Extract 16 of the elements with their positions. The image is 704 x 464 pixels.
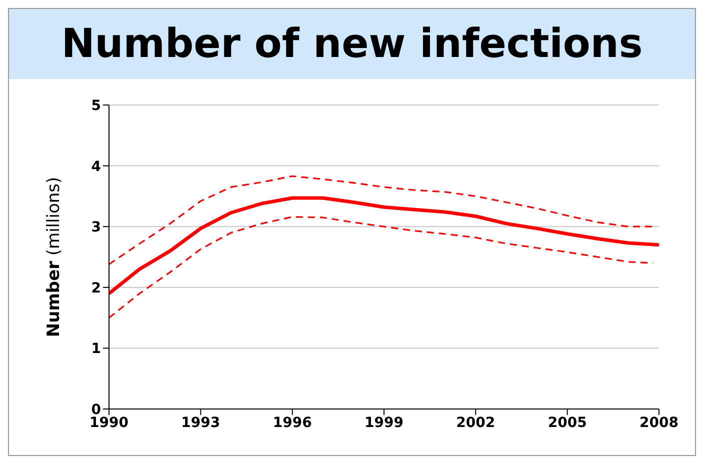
line-series [109,175,654,266]
y-tick-label: 4 [91,158,102,175]
chart-title: Number of new infections [9,9,695,79]
y-tick-label: 3 [91,220,101,236]
x-tick-label: 2008 [640,414,678,431]
x-tick-label: 1999 [364,414,404,431]
y-tick-label: 1 [91,341,101,358]
y-tick-label: 5 [91,98,101,114]
x-tick-label: 2002 [456,414,496,431]
y-tick-label: 2 [91,280,101,296]
line-series [109,196,659,296]
y-axis-title: Number (millions) [44,176,64,338]
line-series [109,216,654,319]
x-tick-label: 1996 [272,414,312,431]
x-tick-label: 2005 [548,414,587,431]
x-tick-label: 1993 [181,414,220,431]
